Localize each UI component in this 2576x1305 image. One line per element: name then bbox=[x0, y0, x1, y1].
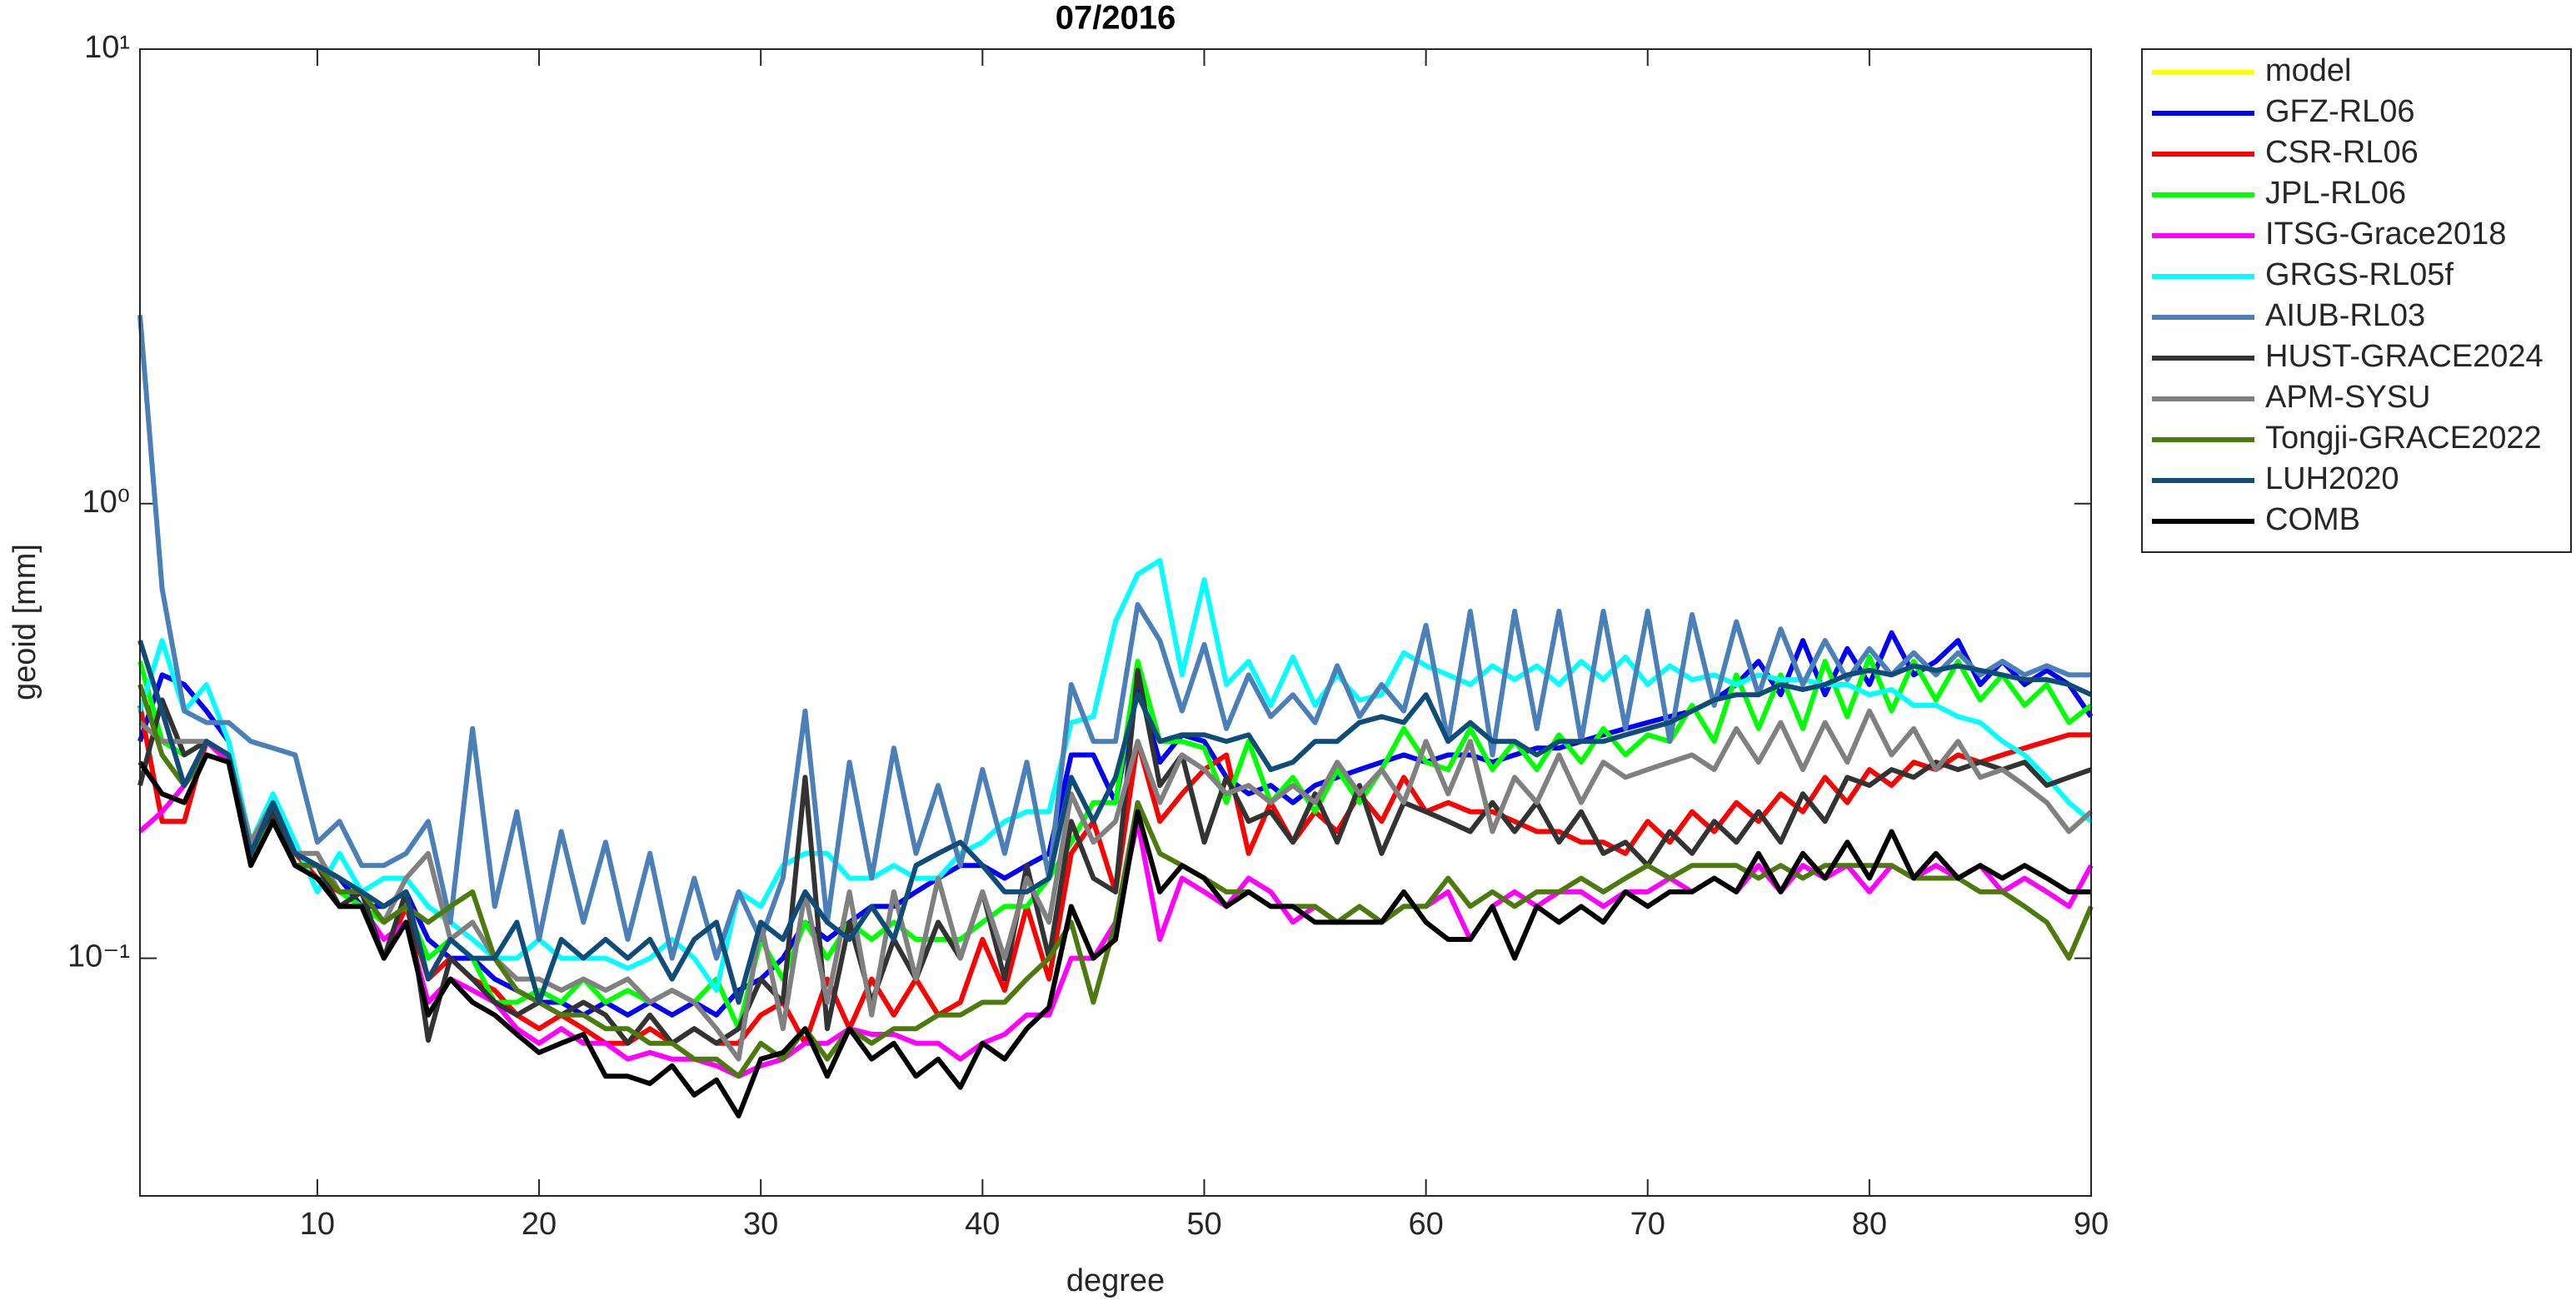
series-line bbox=[137, 640, 2093, 1005]
series-line bbox=[137, 684, 2094, 1079]
series-line bbox=[138, 708, 2094, 1062]
legend-label: Tongji-GRACE2022 bbox=[2265, 421, 2542, 456]
series-line bbox=[137, 667, 2092, 1046]
legend: model GFZ-RL06 CSR-RL06 JPL-RL06 ITSG-Grace2… bbox=[2141, 48, 2572, 553]
plot-area bbox=[137, 48, 2094, 1196]
legend-label: HUST-GRACE2024 bbox=[2265, 339, 2544, 374]
x-tick-label: 40 bbox=[965, 1207, 1000, 1242]
axes-box bbox=[139, 48, 2092, 1197]
legend-label: GRGS-RL05f bbox=[2265, 257, 2454, 292]
series-line bbox=[137, 752, 2091, 1118]
chart-title: 07/2016 bbox=[1056, 0, 1176, 37]
legend-label: CSR-RL06 bbox=[2265, 135, 2419, 170]
legend-label: COMB bbox=[2265, 502, 2360, 537]
x-tick-label: 50 bbox=[1186, 1207, 1221, 1242]
y-tick-label: 10⁻¹ bbox=[67, 939, 130, 974]
legend-label: AIUB-RL03 bbox=[2265, 298, 2425, 333]
legend-label: model bbox=[2265, 53, 2352, 88]
legend-label: GFZ-RL06 bbox=[2265, 94, 2414, 129]
x-tick-label: 60 bbox=[1408, 1207, 1443, 1242]
x-tick-label: 10 bbox=[300, 1207, 335, 1242]
legend-label: LUH2020 bbox=[2265, 461, 2399, 496]
x-tick-label: 90 bbox=[2074, 1207, 2109, 1242]
y-tick-label: 10¹ bbox=[84, 30, 130, 65]
legend-label: JPL-RL06 bbox=[2265, 176, 2406, 211]
legend-label: APM-SYSU bbox=[2265, 380, 2430, 415]
x-tick-label: 20 bbox=[522, 1207, 557, 1242]
series-line bbox=[137, 315, 2091, 961]
x-tick-label: 30 bbox=[743, 1207, 778, 1242]
y-axis-label: geoid [mm] bbox=[7, 544, 42, 700]
x-tick-label: 70 bbox=[1630, 1207, 1665, 1242]
legend-label: ITSG-Grace2018 bbox=[2265, 217, 2506, 252]
x-axis-label: degree bbox=[1066, 1263, 1165, 1298]
legend-box bbox=[2141, 48, 2572, 553]
x-tick-label: 80 bbox=[1852, 1207, 1887, 1242]
y-tick-label: 10⁰ bbox=[82, 485, 130, 520]
